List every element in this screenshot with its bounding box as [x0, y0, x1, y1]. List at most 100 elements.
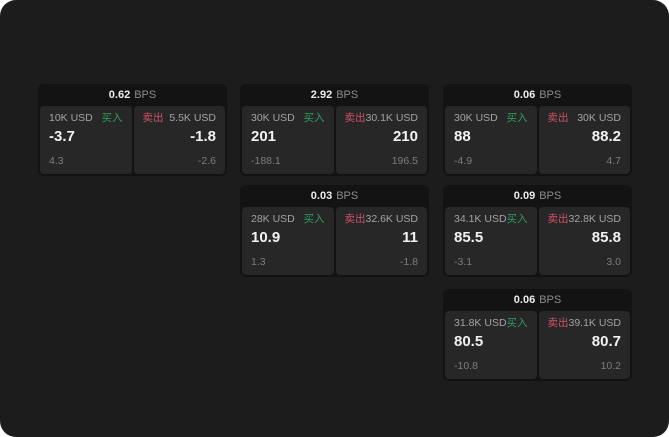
buy-amount: 10K USD — [49, 112, 93, 124]
sell-amount: 39.1K USD — [568, 317, 622, 329]
sell-side-label: 卖出 — [547, 317, 569, 329]
card-header: 0.03 BPS — [242, 185, 427, 207]
buy-panel-top: 31.8K USD 买入 — [454, 317, 528, 330]
quote-card: 0.09 BPS 34.1K USD 买入 85.5 -3.1 卖出 32.8K… — [443, 185, 632, 277]
sell-panel-top: 卖出 39.1K USD — [548, 317, 622, 330]
buy-price: 80.5 — [454, 333, 484, 350]
buy-price: 88 — [454, 128, 471, 145]
card-header: 2.92 BPS — [242, 84, 427, 106]
bps-value: 0.09 — [513, 190, 536, 202]
sell-side-label: 卖出 — [547, 112, 569, 124]
sell-sub-value: 4.7 — [606, 155, 621, 167]
bps-unit-label: BPS — [336, 190, 359, 202]
sell-amount: 30K USD — [577, 112, 621, 124]
card-header: 0.62 BPS — [40, 84, 225, 106]
buy-panel-top: 34.1K USD 买入 — [454, 213, 528, 226]
buy-panel[interactable]: 28K USD 买入 10.9 1.3 — [242, 207, 334, 275]
quote-card: 2.92 BPS 30K USD 买入 201 -188.1 卖出 30.1K … — [240, 84, 429, 176]
sell-panel-top: 卖出 32.6K USD — [345, 213, 419, 226]
quote-card: 0.06 BPS 31.8K USD 买入 80.5 -10.8 卖出 39.1… — [443, 289, 632, 381]
buy-amount: 30K USD — [454, 112, 498, 124]
sell-price: 80.7 — [591, 333, 621, 350]
sell-side-label: 卖出 — [547, 213, 569, 225]
sell-amount: 5.5K USD — [169, 112, 216, 124]
card-header: 0.06 BPS — [445, 289, 630, 311]
bps-unit-label: BPS — [539, 294, 562, 306]
bps-unit-label: BPS — [539, 89, 562, 101]
card-body: 31.8K USD 买入 80.5 -10.8 卖出 39.1K USD 80.… — [445, 311, 630, 379]
buy-panel[interactable]: 34.1K USD 买入 85.5 -3.1 — [445, 207, 537, 275]
sell-side-label: 卖出 — [344, 213, 366, 225]
buy-sub-value: -3.1 — [454, 256, 473, 268]
buy-price: -3.7 — [49, 128, 75, 145]
card-body: 34.1K USD 买入 85.5 -3.1 卖出 32.8K USD 85.8… — [445, 207, 630, 275]
sell-panel[interactable]: 卖出 30K USD 88.2 4.7 — [538, 106, 630, 174]
buy-amount: 34.1K USD — [454, 213, 507, 225]
buy-sub-value: -4.9 — [454, 155, 473, 167]
bps-value: 0.62 — [108, 89, 131, 101]
sell-panel[interactable]: 卖出 5.5K USD -1.8 -2.6 — [133, 106, 225, 174]
quote-card: 0.06 BPS 30K USD 买入 88 -4.9 卖出 30K USD 8… — [443, 84, 632, 176]
buy-panel[interactable]: 30K USD 买入 201 -188.1 — [242, 106, 334, 174]
bps-value: 2.92 — [310, 89, 333, 101]
sell-price: 11 — [402, 229, 418, 246]
card-body: 30K USD 买入 201 -188.1 卖出 30.1K USD 210 1… — [242, 106, 427, 174]
bps-value: 0.06 — [513, 89, 536, 101]
sell-sub-value: 10.2 — [600, 360, 621, 372]
sell-panel-top: 卖出 32.8K USD — [548, 213, 622, 226]
sell-price: 88.2 — [591, 128, 621, 145]
buy-amount: 30K USD — [251, 112, 295, 124]
buy-side-label: 买入 — [101, 112, 123, 124]
sell-panel[interactable]: 卖出 32.6K USD 11 -1.8 — [335, 207, 427, 275]
bps-unit-label: BPS — [539, 190, 562, 202]
buy-amount: 28K USD — [251, 213, 295, 225]
sell-sub-value: 196.5 — [391, 155, 418, 167]
sell-panel-top: 卖出 30.1K USD — [345, 112, 419, 125]
buy-panel-top: 10K USD 买入 — [49, 112, 123, 125]
sell-sub-value: 3.0 — [606, 256, 621, 268]
sell-price: -1.8 — [190, 128, 216, 145]
bps-unit-label: BPS — [134, 89, 157, 101]
bps-unit-label: BPS — [336, 89, 359, 101]
buy-side-label: 买入 — [303, 112, 325, 124]
buy-panel-top: 28K USD 买入 — [251, 213, 325, 226]
sell-panel[interactable]: 卖出 39.1K USD 80.7 10.2 — [538, 311, 630, 379]
sell-panel[interactable]: 卖出 30.1K USD 210 196.5 — [335, 106, 427, 174]
buy-side-label: 买入 — [506, 213, 528, 225]
sell-price: 85.8 — [591, 229, 621, 246]
buy-price: 85.5 — [454, 229, 484, 246]
buy-price: 10.9 — [251, 229, 281, 246]
buy-panel[interactable]: 30K USD 买入 88 -4.9 — [445, 106, 537, 174]
buy-panel[interactable]: 31.8K USD 买入 80.5 -10.8 — [445, 311, 537, 379]
buy-panel[interactable]: 10K USD 买入 -3.7 4.3 — [40, 106, 132, 174]
buy-panel-top: 30K USD 买入 — [251, 112, 325, 125]
card-header: 0.09 BPS — [445, 185, 630, 207]
sell-sub-value: -2.6 — [197, 155, 216, 167]
buy-amount: 31.8K USD — [454, 317, 507, 329]
buy-sub-value: -10.8 — [454, 360, 478, 372]
quote-card: 0.03 BPS 28K USD 买入 10.9 1.3 卖出 32.6K US… — [240, 185, 429, 277]
sell-side-label: 卖出 — [142, 112, 164, 124]
bps-value: 0.03 — [310, 190, 333, 202]
quote-card: 0.62 BPS 10K USD 买入 -3.7 4.3 卖出 5.5K USD… — [38, 84, 227, 176]
buy-sub-value: 4.3 — [49, 155, 64, 167]
buy-side-label: 买入 — [506, 317, 528, 329]
sell-panel-top: 卖出 5.5K USD — [143, 112, 217, 125]
sell-amount: 32.8K USD — [568, 213, 622, 225]
buy-sub-value: 1.3 — [251, 256, 266, 268]
buy-price: 201 — [251, 128, 277, 145]
sell-amount: 30.1K USD — [365, 112, 419, 124]
card-body: 10K USD 买入 -3.7 4.3 卖出 5.5K USD -1.8 -2.… — [40, 106, 225, 174]
buy-panel-top: 30K USD 买入 — [454, 112, 528, 125]
buy-side-label: 买入 — [506, 112, 528, 124]
sell-price: 210 — [392, 128, 418, 145]
sell-side-label: 卖出 — [344, 112, 366, 124]
sell-sub-value: -1.8 — [399, 256, 418, 268]
card-header: 0.06 BPS — [445, 84, 630, 106]
sell-panel[interactable]: 卖出 32.8K USD 85.8 3.0 — [538, 207, 630, 275]
buy-side-label: 买入 — [303, 213, 325, 225]
sell-panel-top: 卖出 30K USD — [548, 112, 622, 125]
card-body: 30K USD 买入 88 -4.9 卖出 30K USD 88.2 4.7 — [445, 106, 630, 174]
bps-value: 0.06 — [513, 294, 536, 306]
